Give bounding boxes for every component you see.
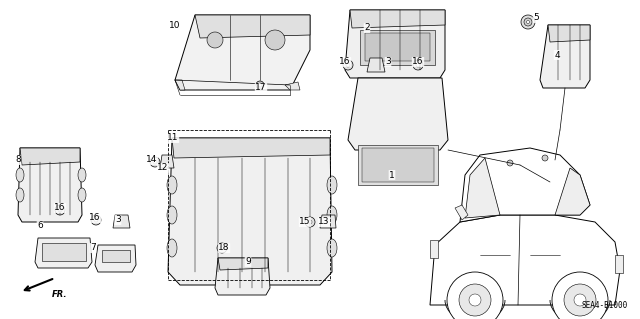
Bar (102, 250, 130, 262)
Polygon shape (465, 158, 500, 218)
Bar (362, 148, 434, 182)
Circle shape (527, 20, 529, 24)
Text: 6: 6 (37, 221, 43, 231)
Polygon shape (215, 258, 270, 295)
Bar (615, 255, 623, 273)
Ellipse shape (167, 239, 177, 257)
Bar (430, 240, 438, 258)
Polygon shape (20, 148, 80, 165)
Bar (365, 33, 430, 61)
Circle shape (207, 32, 223, 48)
Circle shape (308, 220, 312, 224)
Polygon shape (348, 78, 448, 150)
Text: 16: 16 (89, 213, 100, 222)
Circle shape (94, 218, 98, 222)
Circle shape (416, 63, 420, 67)
Circle shape (507, 160, 513, 166)
Circle shape (469, 294, 481, 306)
Circle shape (343, 60, 353, 70)
Polygon shape (320, 215, 336, 228)
Text: 17: 17 (255, 84, 267, 93)
Polygon shape (540, 25, 590, 88)
Text: FR.: FR. (52, 290, 67, 299)
Polygon shape (345, 10, 445, 78)
Text: 8: 8 (15, 155, 21, 165)
Ellipse shape (327, 176, 337, 194)
Ellipse shape (78, 168, 86, 182)
Text: 16: 16 (54, 204, 66, 212)
Ellipse shape (167, 206, 177, 224)
Text: 11: 11 (167, 133, 179, 143)
Text: 18: 18 (218, 243, 230, 253)
Text: 2: 2 (364, 24, 370, 33)
Polygon shape (160, 155, 174, 168)
Polygon shape (168, 138, 332, 285)
Text: 5: 5 (533, 13, 539, 23)
Text: 16: 16 (339, 57, 351, 66)
Polygon shape (460, 148, 590, 222)
Ellipse shape (16, 188, 24, 202)
Circle shape (413, 60, 423, 70)
Polygon shape (367, 58, 385, 72)
Polygon shape (195, 15, 310, 38)
Circle shape (58, 208, 62, 212)
Circle shape (258, 83, 262, 87)
Circle shape (150, 157, 160, 167)
Text: 10: 10 (169, 20, 180, 29)
Polygon shape (175, 15, 310, 90)
Circle shape (564, 284, 596, 316)
Text: 12: 12 (157, 164, 169, 173)
Text: 15: 15 (300, 218, 311, 226)
Circle shape (542, 155, 548, 161)
Circle shape (521, 15, 535, 29)
Circle shape (55, 205, 65, 215)
Circle shape (574, 294, 586, 306)
Ellipse shape (16, 168, 24, 182)
Circle shape (217, 243, 227, 253)
Circle shape (256, 81, 264, 89)
Text: SEA4-B1000: SEA4-B1000 (582, 301, 628, 310)
Circle shape (552, 272, 608, 319)
Text: 7: 7 (90, 243, 96, 253)
Text: 9: 9 (245, 257, 251, 266)
Circle shape (447, 272, 503, 319)
Polygon shape (285, 82, 300, 90)
Text: 1: 1 (389, 170, 395, 180)
Circle shape (220, 246, 224, 250)
Circle shape (153, 160, 157, 164)
Polygon shape (430, 215, 620, 305)
Text: 14: 14 (147, 155, 157, 165)
Circle shape (265, 30, 285, 50)
Bar (358, 145, 438, 185)
Polygon shape (175, 80, 185, 90)
Ellipse shape (167, 176, 177, 194)
Text: 3: 3 (115, 216, 121, 225)
Text: 16: 16 (412, 57, 424, 66)
Circle shape (459, 284, 491, 316)
Polygon shape (35, 238, 92, 268)
Polygon shape (113, 215, 130, 228)
Polygon shape (95, 245, 136, 272)
Text: 4: 4 (554, 50, 560, 60)
Polygon shape (172, 138, 330, 158)
Circle shape (346, 63, 350, 67)
Circle shape (524, 18, 532, 26)
Ellipse shape (78, 188, 86, 202)
Polygon shape (350, 10, 445, 28)
Circle shape (305, 217, 315, 227)
Text: 3: 3 (385, 57, 391, 66)
Polygon shape (548, 25, 590, 42)
Polygon shape (455, 205, 468, 220)
Bar (42, 243, 86, 261)
Ellipse shape (327, 239, 337, 257)
Polygon shape (218, 258, 268, 270)
Bar (360, 30, 435, 65)
Circle shape (91, 215, 101, 225)
Text: 13: 13 (318, 218, 330, 226)
Polygon shape (555, 168, 590, 215)
Polygon shape (18, 148, 82, 222)
Ellipse shape (327, 206, 337, 224)
